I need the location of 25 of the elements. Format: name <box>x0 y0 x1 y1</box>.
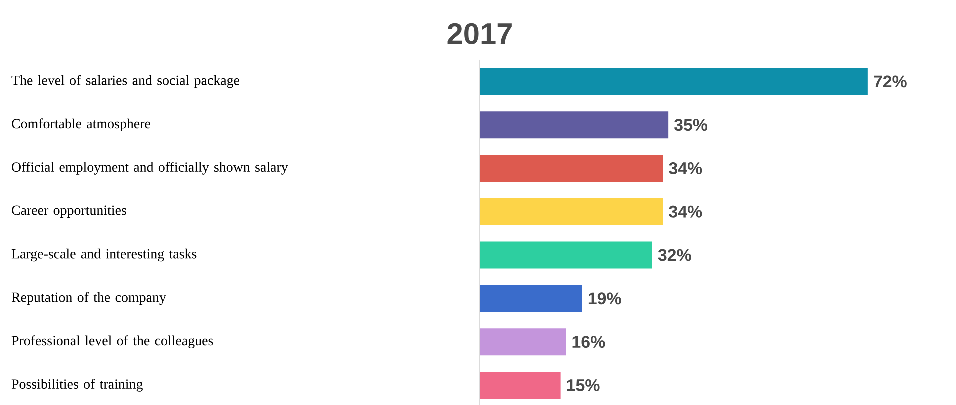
data-label: 16% <box>572 336 606 348</box>
y-tick-label: Career opportunities <box>12 206 126 218</box>
data-label: 35% <box>674 118 708 131</box>
bar <box>480 198 664 226</box>
data-label: 34% <box>669 206 702 218</box>
bar <box>480 372 561 399</box>
data-label: 72% <box>874 76 907 88</box>
bar <box>480 111 669 138</box>
data-label: 19% <box>588 292 622 305</box>
y-tick-label: Official employment and officially shown salary <box>12 162 288 175</box>
data-label: 34% <box>669 162 702 174</box>
data-label: 32% <box>658 249 692 262</box>
data-label: 15% <box>567 379 600 392</box>
y-tick-label: Reputation of the company <box>12 292 166 305</box>
y-tick-label: Large-scale and interesting tasks <box>12 248 197 262</box>
y-tick-label: Possibilities of training <box>12 378 143 392</box>
bar <box>480 242 652 269</box>
bar <box>480 285 582 312</box>
y-tick-label: Comfortable atmosphere <box>12 118 150 132</box>
bar <box>480 328 566 356</box>
y-tick-label: The level of salaries and social package <box>12 75 240 88</box>
bar <box>480 68 868 96</box>
bar <box>480 154 664 182</box>
chart-title: 2017 <box>448 23 512 44</box>
y-tick-label: Professional level of the colleagues <box>12 336 214 348</box>
